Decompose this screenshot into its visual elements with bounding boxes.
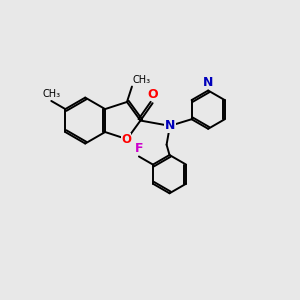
Text: F: F: [135, 142, 143, 155]
Text: CH₃: CH₃: [42, 88, 60, 99]
Text: N: N: [165, 119, 175, 132]
Text: CH₃: CH₃: [133, 75, 151, 85]
Text: O: O: [122, 133, 131, 146]
Text: N: N: [202, 76, 213, 89]
Text: O: O: [147, 88, 158, 101]
